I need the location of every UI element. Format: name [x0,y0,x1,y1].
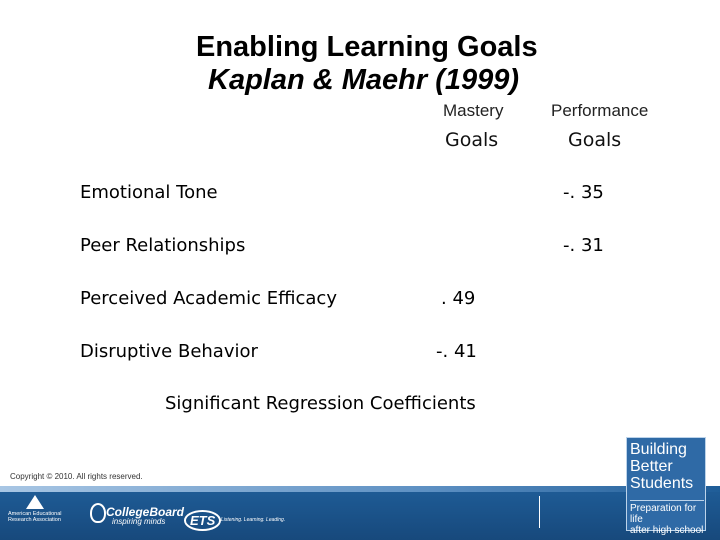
aera-logo: American Educational Research Associatio… [8,495,70,537]
col-header-mastery-line2: Goals [445,129,499,151]
row-label-disruptive-behavior: Disruptive Behavior [80,341,258,362]
collegeboard-tagline: inspiring minds [112,517,166,526]
col-header-performance-line1: Performance [551,101,649,120]
building-better-students-badge [626,437,706,531]
badge-subtitle: Preparation for life after high school [630,500,704,536]
row-label-perceived-academic-efficacy: Perceived Academic Efficacy [80,288,337,309]
footer-band [0,486,720,540]
value-emotional-tone-performance: -. 35 [563,182,604,203]
footer-divider [539,496,540,528]
value-disruptive-behavior-mastery: -. 41 [436,341,477,362]
value-perceived-academic-efficacy-mastery: . 49 [441,288,476,309]
col-header-performance-line2: Goals [568,129,622,151]
ets-logo: ETS [184,510,222,531]
row-label-peer-relationships: Peer Relationships [80,235,246,256]
collegeboard-logo: CollegeBoard inspiring minds [88,505,184,526]
aera-logo-text: American Educational Research Associatio… [8,511,62,523]
value-peer-relationships-performance: -. 31 [563,235,604,256]
copyright-notice: Copyright © 2010. All rights reserved. [10,472,143,481]
collegeboard-name: CollegeBoard [106,505,185,519]
row-label-emotional-tone: Emotional Tone [80,182,218,203]
aera-triangle-icon [26,495,44,509]
slide-subtitle: Kaplan & Maehr (1999) [208,64,520,96]
col-header-mastery-line1: Mastery [443,101,504,120]
badge-title: Building Better Students [630,441,694,492]
collegeboard-acorn-icon [90,503,106,523]
ets-tagline: Listening. Learning. Leading. [221,517,286,523]
table-caption: Significant Regression Coefficients [165,393,476,414]
slide-title: Enabling Learning Goals [196,31,538,63]
